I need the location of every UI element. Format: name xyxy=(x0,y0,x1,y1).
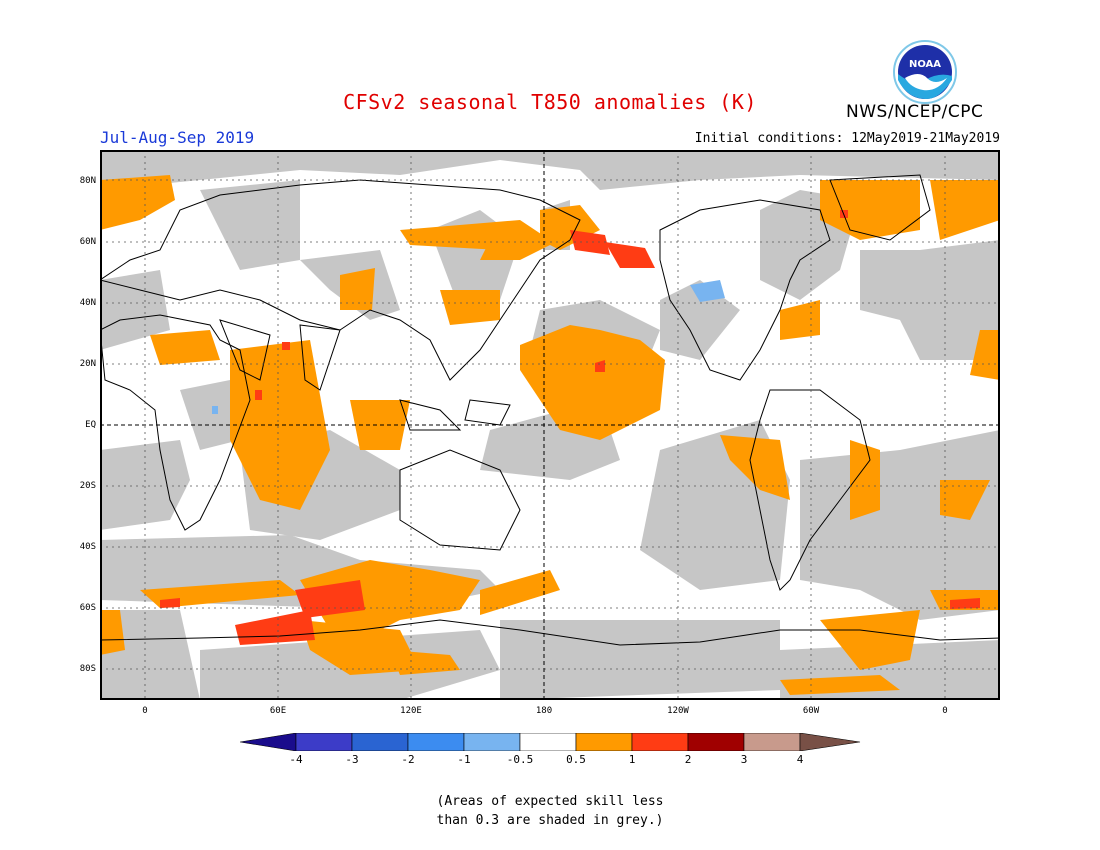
lat-label-60n: 60N xyxy=(79,237,96,247)
colorbar-bin-6 xyxy=(575,733,633,751)
lat-label-80s: 80S xyxy=(79,664,96,674)
colorbar-bin-5 xyxy=(519,733,577,751)
lon-label-60w: 60W xyxy=(802,706,820,716)
chart-title: CFSv2 seasonal T850 anomalies (K) xyxy=(343,90,757,114)
colorbar-bin-2 xyxy=(351,733,409,751)
lat-label-40s: 40S xyxy=(79,542,96,552)
agency-label: NWS/NCEP/CPC xyxy=(846,102,984,122)
colorbar-label-m3: -3 xyxy=(345,753,359,766)
lat-label-20n: 20N xyxy=(79,359,96,369)
colorbar-label-m4: -4 xyxy=(289,753,303,766)
colorbar-arrow-right xyxy=(799,733,861,751)
colorbar xyxy=(240,733,861,751)
anomaly-map xyxy=(100,150,1000,700)
colorbar-bin-3 xyxy=(407,733,465,751)
colorbar-bin-1 xyxy=(295,733,353,751)
graticule xyxy=(100,150,1000,700)
colorbar-bin-8 xyxy=(687,733,745,751)
colorbar-bin-7 xyxy=(631,733,689,751)
lat-label-eq: EQ xyxy=(85,420,96,430)
colorbar-label-p05: 0.5 xyxy=(566,753,586,766)
initial-conditions: Initial conditions: 12May2019-21May2019 xyxy=(694,131,1000,146)
lat-label-60s: 60S xyxy=(79,603,96,613)
lat-label-80n: 80N xyxy=(79,176,96,186)
noaa-logo-text: NOAA xyxy=(909,59,941,70)
colorbar-arrow-left xyxy=(240,733,297,751)
forecast-period: Jul-Aug-Sep 2019 xyxy=(100,128,255,147)
colorbar-bin-4 xyxy=(463,733,521,751)
colorbar-label-p4: 4 xyxy=(796,753,804,766)
colorbar-bin-9 xyxy=(743,733,801,751)
colorbar-label-p1: 1 xyxy=(628,753,636,766)
lat-label-20s: 20S xyxy=(79,481,96,491)
colorbar-label-m05: -0.5 xyxy=(506,753,534,766)
colorbar-label-p2: 2 xyxy=(684,753,692,766)
colorbar-label-m2: -2 xyxy=(401,753,415,766)
lon-label-0-right: 0 xyxy=(942,706,948,716)
cold-anomaly-lightblue-regions xyxy=(212,280,725,414)
lon-label-60e: 60E xyxy=(269,706,287,716)
lon-label-120w: 120W xyxy=(667,706,689,716)
coastlines xyxy=(100,174,1000,646)
map-frame xyxy=(100,150,1000,700)
lat-label-40n: 40N xyxy=(79,298,96,308)
lon-label-180: 180 xyxy=(535,706,553,716)
lon-label-0-left: 0 xyxy=(142,706,148,716)
noaa-logo: NOAA xyxy=(893,40,957,104)
skill-note: (Areas of expected skill less than 0.3 a… xyxy=(0,792,1100,830)
skill-note-line-1: (Areas of expected skill less xyxy=(436,794,664,809)
lon-label-120e: 120E xyxy=(400,706,422,716)
colorbar-label-p3: 3 xyxy=(740,753,748,766)
equator-dateline xyxy=(100,150,1000,700)
colorbar-label-m1: -1 xyxy=(457,753,471,766)
skill-note-line-2: than 0.3 are shaded in grey.) xyxy=(436,813,664,828)
